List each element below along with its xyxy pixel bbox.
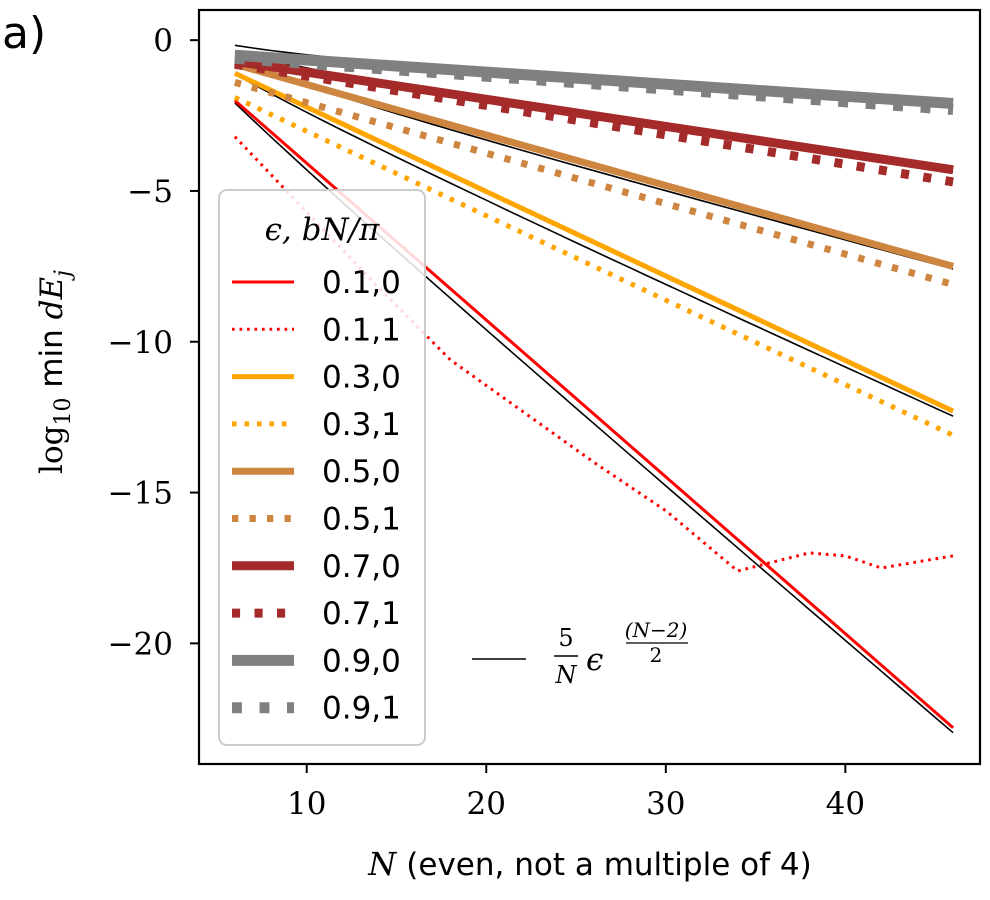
legend-label: 0.9,1 [322,691,401,727]
legend-items: 0.1,0 0.1,1 0.3,0 0.3,1 0.5,0 0.5,1 0.7,0 0.7,1… [232,265,401,727]
y-tick-label: 0 [153,23,173,59]
legend-label: 0.7,1 [322,596,401,632]
y-axis-label: log10 min dEj [34,270,76,474]
series-line-0-5-0 [233,60,955,270]
series-lines [233,49,955,729]
plot-frame [197,8,982,766]
reference-exponent-denominator: 2 [650,643,663,667]
series-line-0-5-1 [233,79,955,288]
series-line-0-3-0 [233,71,955,414]
legend-label: 0.3,0 [322,360,401,396]
series-line-0-7-1 [234,59,954,187]
legend-label: 0.5,1 [322,502,401,538]
y-tick-label: −5 [127,174,173,210]
legend-label: 0.3,1 [322,407,401,443]
y-axis-ticks: 0 −5 −10 −15 −20 [108,23,199,662]
reference-fraction-denominator: N [555,661,578,689]
legend-label: 0.7,0 [322,549,401,585]
legend-label: 0.5,0 [322,454,401,490]
y-tick-label: −15 [108,476,173,512]
x-axis-label: N (even, not a multiple of 4) [367,845,811,883]
y-tick-label: −10 [108,325,173,361]
panel-label: a) [2,8,47,59]
reference-curve [234,73,954,417]
reference-base: ϵ [586,642,603,678]
legend-label: 0.1,1 [322,312,401,348]
legend-title: ϵ, bN/π [265,212,380,248]
legend: ϵ, bN/π 0.1,00.1,10.3,00.3,10.5,00.5,10.… [218,189,426,746]
legend-label: 0.9,0 [322,643,401,679]
x-tick-label: 40 [826,786,865,822]
x-axis-ticks: 10 20 30 40 [287,764,865,822]
y-tick-label: −20 [108,626,173,662]
x-tick-label: 20 [467,786,506,822]
reference-fraction-numerator: 5 [558,624,573,652]
x-tick-label: 30 [646,786,685,822]
series-line-0-9-1 [234,52,954,115]
reference-exponent-numerator: (N−2) [625,618,688,642]
legend-label: 0.1,0 [322,265,401,301]
reference-annotation: 5 N ϵ (N−2) 2 [472,618,688,689]
x-tick-label: 10 [287,786,326,822]
